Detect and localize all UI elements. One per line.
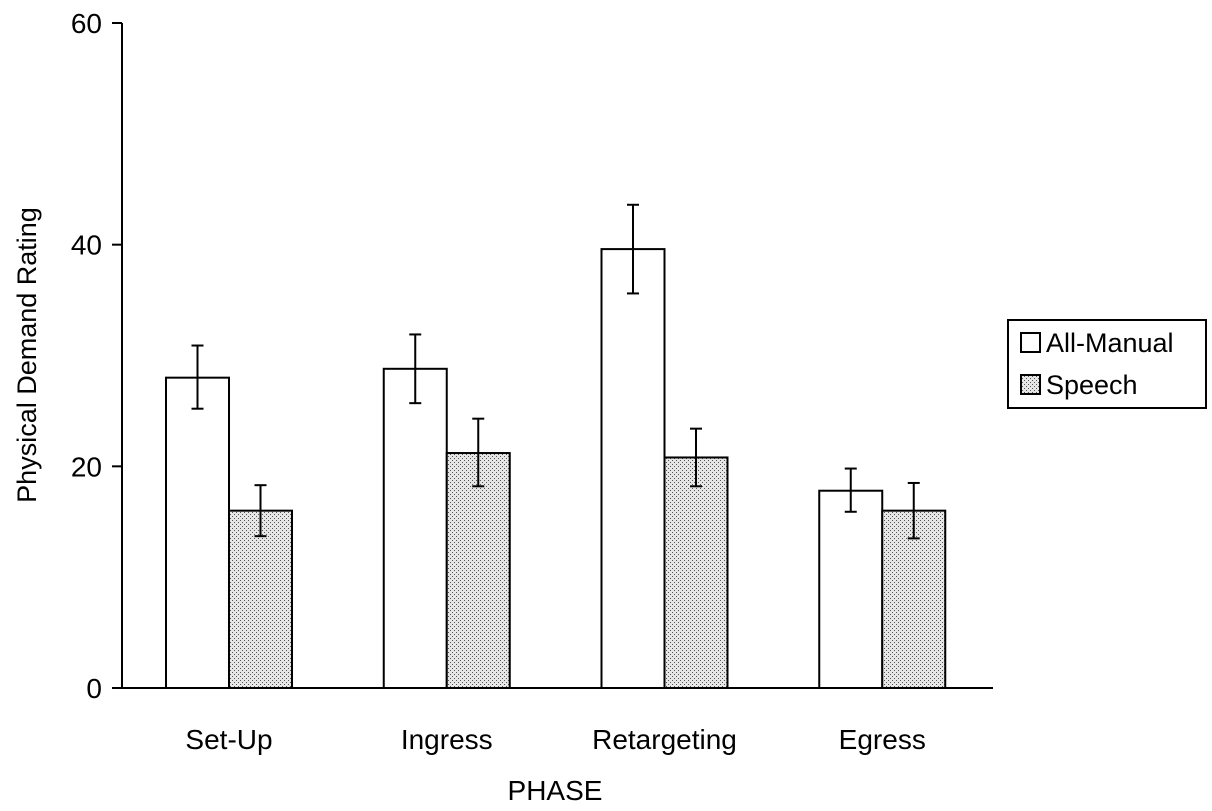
y-tick-label: 60 <box>71 8 102 39</box>
x-tick-label: Egress <box>839 724 926 755</box>
y-tick-label: 20 <box>71 451 102 482</box>
legend: All-Manual Speech <box>1007 319 1207 409</box>
y-tick-label: 40 <box>71 230 102 261</box>
x-axis-label: PHASE <box>508 775 603 806</box>
legend-label-speech: Speech <box>1046 370 1138 400</box>
bar-speech-set-up <box>228 509 293 689</box>
legend-swatch-speech <box>1020 374 1041 395</box>
y-axis-label: Physical Demand Rating <box>12 207 42 503</box>
error-bars <box>191 203 920 540</box>
y-tick-label: 0 <box>86 673 102 704</box>
bar-all-manual-set-up <box>165 376 230 689</box>
legend-swatch-all-manual <box>1020 332 1041 353</box>
legend-label-all-manual: All-Manual <box>1046 328 1174 358</box>
x-tick-label: Ingress <box>401 724 493 755</box>
bar-speech-ingress <box>445 452 511 689</box>
x-tick-label: Set-Up <box>185 724 272 755</box>
bar-speech-retargeting <box>663 456 729 690</box>
x-tick-label: Retargeting <box>592 724 737 755</box>
bar-all-manual-egress <box>818 489 884 690</box>
axes: 0 20 40 60 Set-Up Ingress Retargeting Egress <box>71 8 993 755</box>
bar-all-manual-retargeting <box>600 248 666 689</box>
bars <box>165 248 947 690</box>
bar-all-manual-ingress <box>382 367 448 689</box>
axis-labels: PHASE Physical Demand Rating <box>12 207 602 806</box>
bar-speech-egress <box>881 509 947 689</box>
